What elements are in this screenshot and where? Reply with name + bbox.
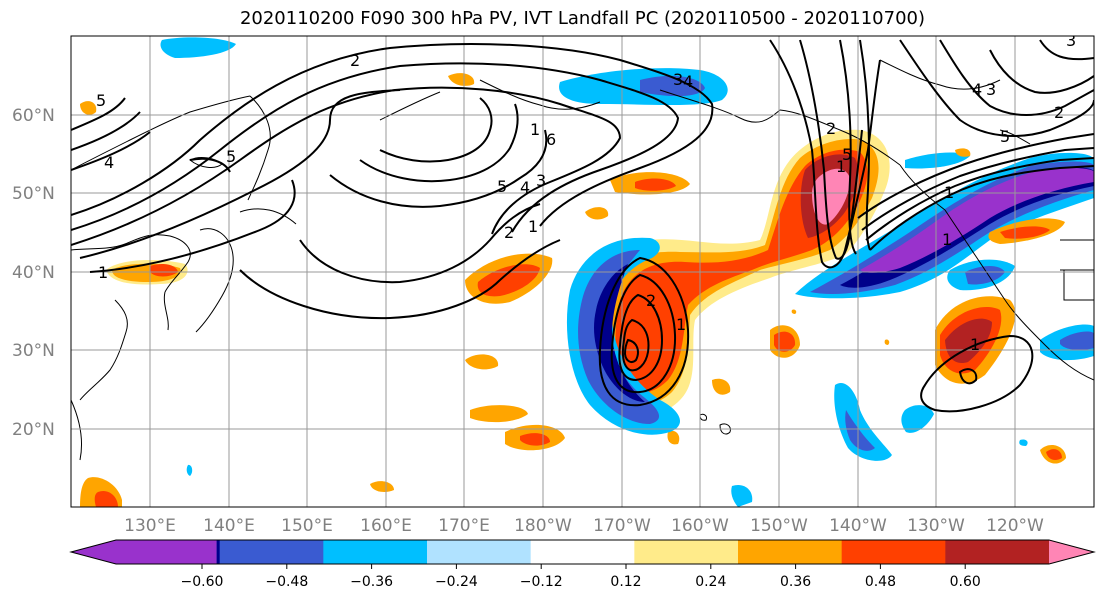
colorbar-ticks: −0.60 −0.48 −0.36 −0.24 −0.12 0.12 0.24 0.36 0.4…	[181, 564, 981, 590]
lon-label: 150°E	[281, 516, 333, 536]
contour-label: 2	[504, 223, 514, 242]
colorbar-tick-label: 0.12	[610, 574, 641, 590]
colorbar-segment	[841, 540, 946, 564]
lon-label: 130°E	[124, 516, 176, 536]
lat-label: 20°N	[12, 420, 55, 440]
colorbar-tick-label: −0.12	[520, 574, 563, 590]
colorbar-tick-label: −0.36	[350, 574, 393, 590]
contour-label: 1	[530, 120, 540, 139]
shaded-pc-field	[80, 37, 1094, 507]
lon-label: 160°E	[360, 516, 412, 536]
colorbar-tick-label: 0.24	[695, 574, 726, 590]
contour-label: 1	[944, 183, 954, 202]
contour-label: 4	[104, 153, 114, 172]
map-title: 2020110200 F090 300 hPa PV, IVT Landfall…	[239, 8, 926, 29]
contour-label: 1	[528, 217, 538, 236]
contour-label: 1	[676, 315, 686, 334]
lon-label: 120°W	[986, 516, 1044, 536]
colorbar-tick-label: 0.36	[780, 574, 811, 590]
contour-label: 2	[1054, 103, 1064, 122]
lat-label: 40°N	[12, 263, 55, 283]
contour-label: 1	[98, 263, 108, 282]
colorbar-segments	[71, 540, 1094, 564]
contour-label: 5	[226, 147, 236, 166]
colorbar-segment	[738, 540, 843, 564]
pv-contours	[71, 39, 1094, 413]
colorbar-tick-label: −0.48	[265, 574, 308, 590]
lon-label: 160°W	[671, 516, 729, 536]
lon-label: 150°W	[750, 516, 808, 536]
colorbar: −0.60 −0.48 −0.36 −0.24 −0.12 0.12 0.24 0.36 0.4…	[69, 539, 1096, 590]
colorbar-segment	[323, 540, 428, 564]
contour-label: 5	[1000, 127, 1010, 146]
contour-label: 3	[536, 171, 546, 190]
colorbar-tick-label: 0.48	[865, 574, 896, 590]
colorbar-segment	[216, 540, 221, 564]
pv-contour-labels: 2 5 4 5 1 6 4 3 5 4 3 2 1 2 1 1 5 1 4 3 …	[96, 31, 1076, 354]
contour-label: 1	[942, 230, 952, 249]
colorbar-segment	[945, 540, 1050, 564]
contour-label: 1	[836, 157, 846, 176]
lon-label: 170°W	[593, 516, 651, 536]
coastlines	[71, 59, 1094, 461]
contour-label: 2	[826, 119, 836, 138]
colorbar-segment	[219, 540, 324, 564]
contour-label: 3	[986, 80, 996, 99]
contour-label: 5	[842, 145, 852, 164]
colorbar-segment	[530, 540, 635, 564]
colorbar-outline	[69, 539, 1096, 565]
lon-label: 180°W	[514, 516, 572, 536]
contour-label: 1	[970, 335, 980, 354]
lon-label: 140°W	[829, 516, 887, 536]
contour-label: 6	[546, 130, 556, 149]
lat-label: 50°N	[12, 184, 55, 204]
contour-label: 4	[520, 178, 530, 197]
contour-label: 5	[497, 177, 507, 196]
colorbar-tick-label: 0.60	[950, 574, 981, 590]
colorbar-segment	[427, 540, 532, 564]
colorbar-tick-label: −0.24	[435, 574, 478, 590]
longitude-labels: 130°E 140°E 150°E 160°E 170°E 180°W 170°…	[124, 516, 1044, 536]
lat-label: 60°N	[12, 106, 55, 126]
lat-label: 30°N	[12, 341, 55, 361]
contour-label: 4	[972, 80, 982, 99]
contour-label: 4	[683, 72, 693, 91]
lon-label: 140°E	[203, 516, 255, 536]
contour-label: 2	[350, 51, 360, 70]
colorbar-segment	[1049, 540, 1094, 564]
contour-label: 3	[1066, 31, 1076, 50]
contour-label: 3	[673, 70, 683, 89]
colorbar-segment	[634, 540, 739, 564]
colorbar-tick-label: −0.60	[181, 574, 224, 590]
map-frame	[70, 35, 1095, 508]
latitude-labels: 20°N 30°N 40°N 50°N 60°N	[12, 106, 55, 440]
colorbar-segment	[71, 540, 217, 564]
contour-label: 2	[646, 291, 656, 310]
contour-label: 5	[96, 91, 106, 110]
lon-label: 170°E	[438, 516, 490, 536]
lon-label: 130°W	[907, 516, 965, 536]
